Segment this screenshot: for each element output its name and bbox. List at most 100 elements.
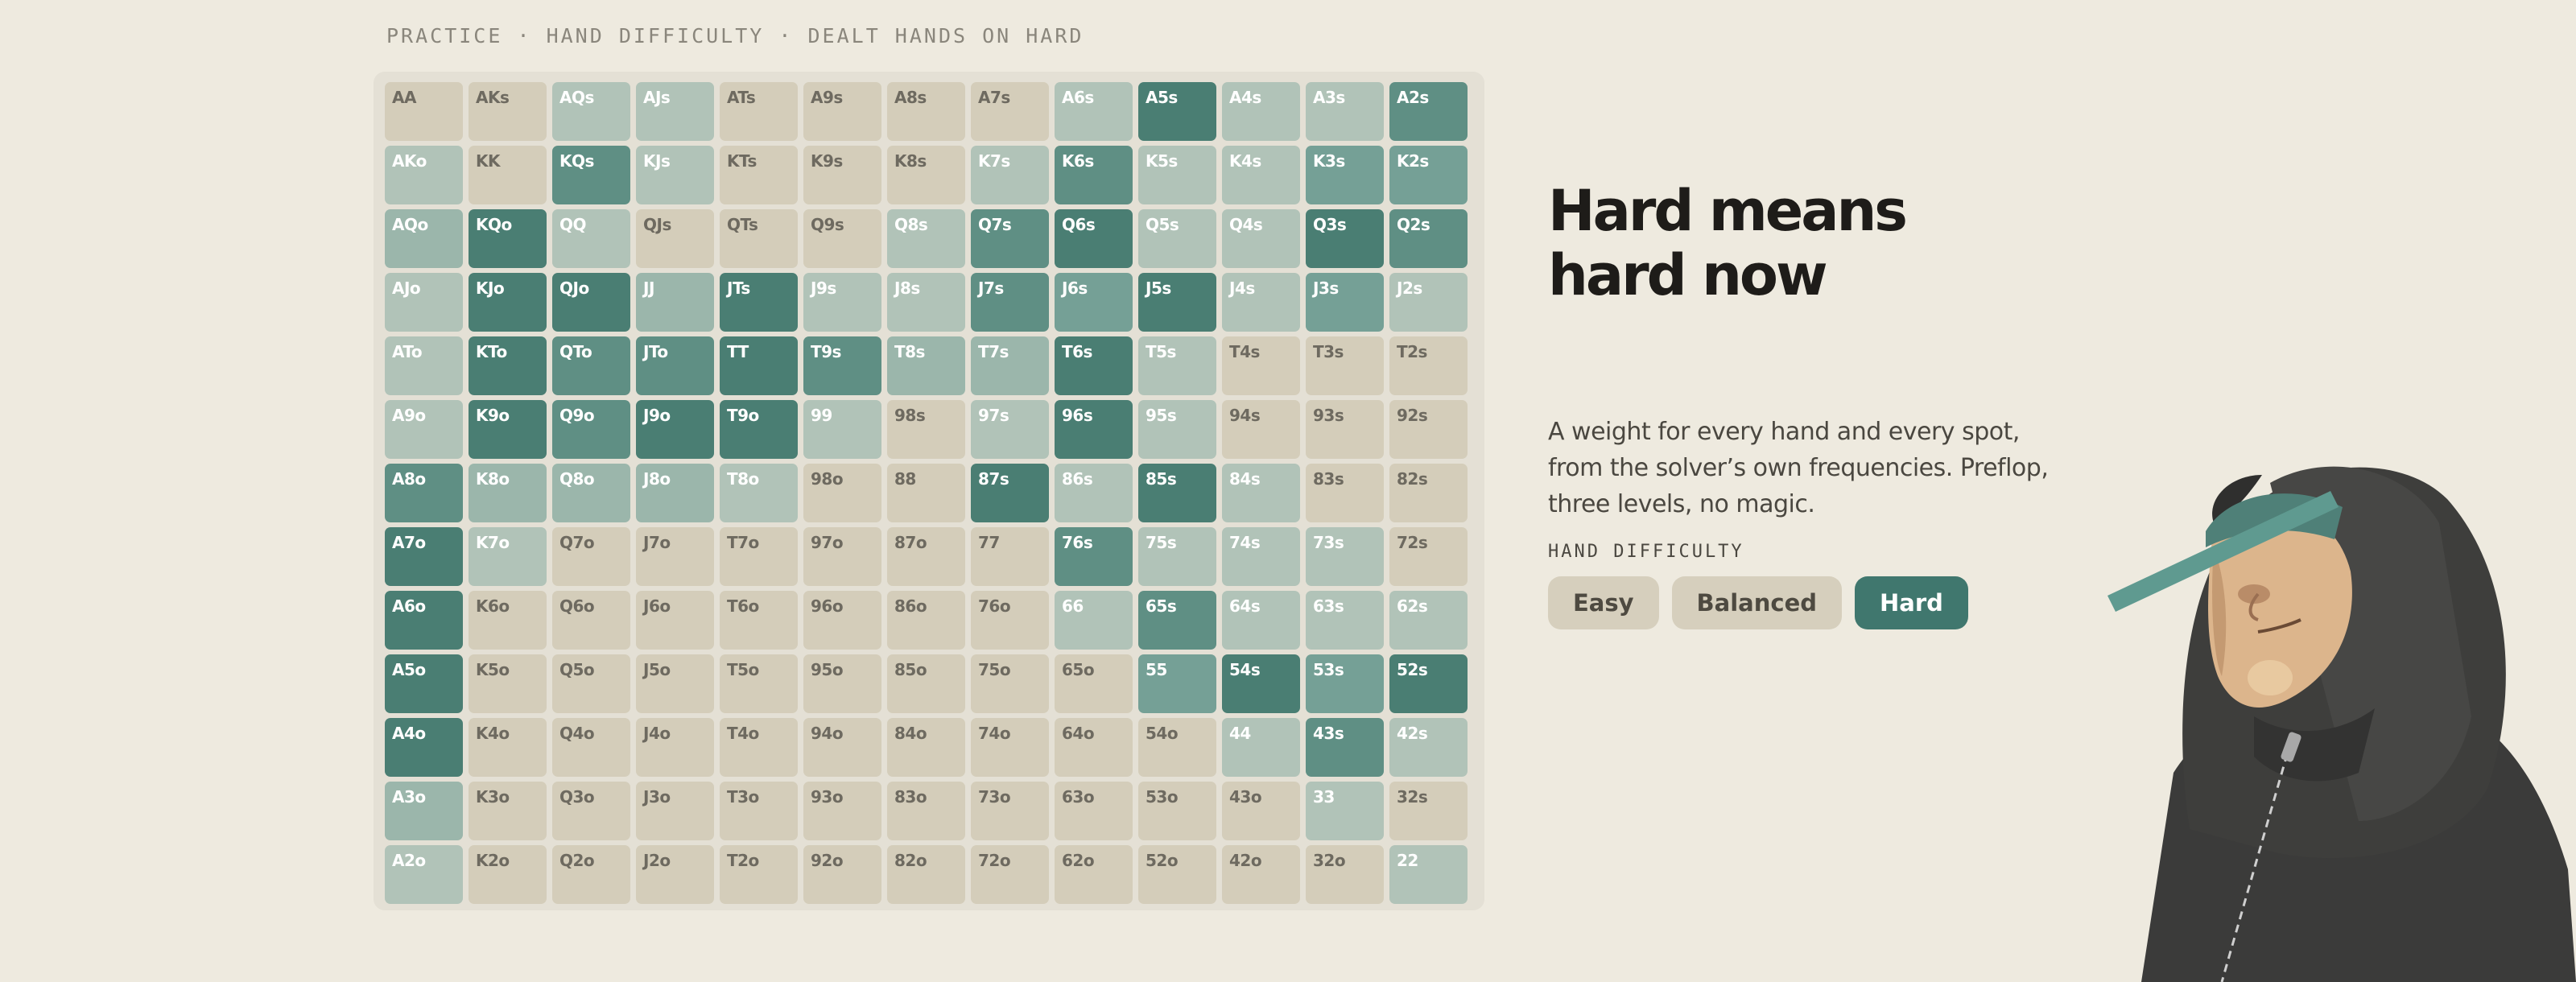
hand-cell-q4o[interactable]: Q4o [552,718,630,777]
hand-cell-66[interactable]: 66 [1055,591,1133,650]
hand-cell-73s[interactable]: 73s [1306,527,1384,586]
hand-cell-t5s[interactable]: T5s [1138,336,1216,395]
hand-cell-k4o[interactable]: K4o [469,718,547,777]
hand-cell-42o[interactable]: 42o [1222,845,1300,904]
hand-cell-qjo[interactable]: QJo [552,273,630,332]
hand-cell-52s[interactable]: 52s [1389,654,1468,713]
hand-cell-j7o[interactable]: J7o [636,527,714,586]
hand-cell-k5s[interactable]: K5s [1138,146,1216,204]
hand-cell-k7o[interactable]: K7o [469,527,547,586]
hand-cell-t2o[interactable]: T2o [720,845,798,904]
hand-cell-42s[interactable]: 42s [1389,718,1468,777]
hand-cell-53s[interactable]: 53s [1306,654,1384,713]
hand-cell-72s[interactable]: 72s [1389,527,1468,586]
hand-cell-a7o[interactable]: A7o [385,527,463,586]
hand-cell-ajs[interactable]: AJs [636,82,714,141]
hand-cell-a9o[interactable]: A9o [385,400,463,459]
hand-cell-ajo[interactable]: AJo [385,273,463,332]
hand-cell-88[interactable]: 88 [887,464,965,522]
hand-cell-q5s[interactable]: Q5s [1138,209,1216,268]
hand-cell-ako[interactable]: AKo [385,146,463,204]
hand-cell-qq[interactable]: QQ [552,209,630,268]
hand-cell-92o[interactable]: 92o [803,845,881,904]
hand-cell-qjs[interactable]: QJs [636,209,714,268]
hand-cell-kqo[interactable]: KQo [469,209,547,268]
hand-cell-j6s[interactable]: J6s [1055,273,1133,332]
hand-cell-87o[interactable]: 87o [887,527,965,586]
hand-cell-86o[interactable]: 86o [887,591,965,650]
hand-cell-74s[interactable]: 74s [1222,527,1300,586]
hand-cell-kts[interactable]: KTs [720,146,798,204]
hand-cell-q8o[interactable]: Q8o [552,464,630,522]
hand-cell-44[interactable]: 44 [1222,718,1300,777]
hand-cell-63o[interactable]: 63o [1055,782,1133,840]
hand-cell-qto[interactable]: QTo [552,336,630,395]
hand-cell-aa[interactable]: AA [385,82,463,141]
hand-cell-j7s[interactable]: J7s [971,273,1049,332]
hand-cell-aks[interactable]: AKs [469,82,547,141]
hand-cell-j5o[interactable]: J5o [636,654,714,713]
hand-cell-q6o[interactable]: Q6o [552,591,630,650]
hand-cell-k3s[interactable]: K3s [1306,146,1384,204]
hand-cell-83o[interactable]: 83o [887,782,965,840]
hand-cell-a7s[interactable]: A7s [971,82,1049,141]
hand-cell-76o[interactable]: 76o [971,591,1049,650]
hand-cell-jj[interactable]: JJ [636,273,714,332]
hand-cell-t6o[interactable]: T6o [720,591,798,650]
hand-cell-52o[interactable]: 52o [1138,845,1216,904]
hand-cell-74o[interactable]: 74o [971,718,1049,777]
hand-cell-t4s[interactable]: T4s [1222,336,1300,395]
difficulty-hard-button[interactable]: Hard [1855,576,1968,629]
hand-cell-j4s[interactable]: J4s [1222,273,1300,332]
hand-cell-63s[interactable]: 63s [1306,591,1384,650]
hand-cell-j2s[interactable]: J2s [1389,273,1468,332]
hand-cell-t2s[interactable]: T2s [1389,336,1468,395]
hand-cell-55[interactable]: 55 [1138,654,1216,713]
hand-cell-k2s[interactable]: K2s [1389,146,1468,204]
hand-cell-43o[interactable]: 43o [1222,782,1300,840]
hand-cell-97s[interactable]: 97s [971,400,1049,459]
hand-cell-j9s[interactable]: J9s [803,273,881,332]
hand-cell-k6o[interactable]: K6o [469,591,547,650]
hand-cell-kto[interactable]: KTo [469,336,547,395]
difficulty-easy-button[interactable]: Easy [1548,576,1659,629]
hand-cell-q2o[interactable]: Q2o [552,845,630,904]
hand-cell-82o[interactable]: 82o [887,845,965,904]
hand-cell-86s[interactable]: 86s [1055,464,1133,522]
hand-cell-j5s[interactable]: J5s [1138,273,1216,332]
hand-cell-77[interactable]: 77 [971,527,1049,586]
hand-cell-ats[interactable]: ATs [720,82,798,141]
hand-cell-t5o[interactable]: T5o [720,654,798,713]
hand-cell-j3o[interactable]: J3o [636,782,714,840]
hand-cell-t7o[interactable]: T7o [720,527,798,586]
hand-cell-q7s[interactable]: Q7s [971,209,1049,268]
hand-cell-q7o[interactable]: Q7o [552,527,630,586]
hand-cell-qts[interactable]: QTs [720,209,798,268]
hand-cell-ato[interactable]: ATo [385,336,463,395]
hand-cell-aqs[interactable]: AQs [552,82,630,141]
hand-cell-k8o[interactable]: K8o [469,464,547,522]
hand-cell-65o[interactable]: 65o [1055,654,1133,713]
hand-cell-q5o[interactable]: Q5o [552,654,630,713]
hand-cell-a6s[interactable]: A6s [1055,82,1133,141]
hand-cell-k8s[interactable]: K8s [887,146,965,204]
hand-cell-98s[interactable]: 98s [887,400,965,459]
hand-cell-t8s[interactable]: T8s [887,336,965,395]
hand-cell-84o[interactable]: 84o [887,718,965,777]
hand-cell-kk[interactable]: KK [469,146,547,204]
hand-cell-q9s[interactable]: Q9s [803,209,881,268]
hand-cell-43s[interactable]: 43s [1306,718,1384,777]
hand-cell-k3o[interactable]: K3o [469,782,547,840]
hand-cell-q9o[interactable]: Q9o [552,400,630,459]
hand-cell-32s[interactable]: 32s [1389,782,1468,840]
hand-cell-85s[interactable]: 85s [1138,464,1216,522]
hand-cell-a3s[interactable]: A3s [1306,82,1384,141]
hand-cell-kjs[interactable]: KJs [636,146,714,204]
hand-cell-76s[interactable]: 76s [1055,527,1133,586]
hand-cell-a2o[interactable]: A2o [385,845,463,904]
hand-cell-q3o[interactable]: Q3o [552,782,630,840]
hand-cell-73o[interactable]: 73o [971,782,1049,840]
hand-cell-k6s[interactable]: K6s [1055,146,1133,204]
hand-cell-54s[interactable]: 54s [1222,654,1300,713]
hand-cell-85o[interactable]: 85o [887,654,965,713]
